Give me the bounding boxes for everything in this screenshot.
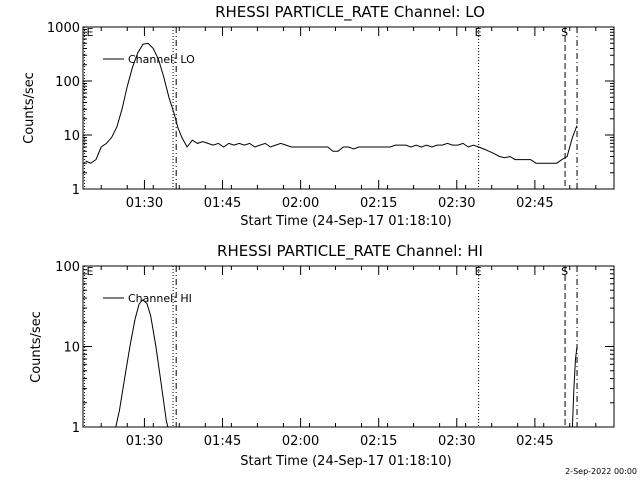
- hi-marker-label: E: [87, 265, 94, 278]
- lo-x-ticks: 01:30 01:45 02:00 02:15 02:30 02:45: [100, 27, 597, 211]
- hi-y-ticks: 1 10 100: [55, 260, 614, 436]
- hi-series-line: [571, 346, 578, 427]
- lo-y-tick-label: 100: [55, 75, 80, 90]
- lo-x-axis-label: Start Time (24-Sep-17 01:18:10): [240, 214, 451, 229]
- hi-marker-label: S: [561, 265, 568, 278]
- hi-y-axis-label: Counts/sec: [29, 311, 44, 383]
- hi-series: [115, 299, 578, 427]
- lo-y-ticks: 1 10 100 1000: [47, 21, 614, 198]
- lo-marker-label: E: [475, 26, 482, 39]
- hi-x-tick-label: 01:45: [204, 434, 241, 449]
- lo-plot-frame: [82, 26, 615, 190]
- hi-y-tick-label: 10: [63, 341, 80, 356]
- hi-x-axis-label: Start Time (24-Sep-17 01:18:10): [240, 454, 451, 469]
- lo-x-tick-label: 02:45: [516, 196, 553, 211]
- hi-legend: Channel: HI: [103, 292, 192, 305]
- lo-marker-label: S: [561, 26, 568, 39]
- hi-x-tick-label: 02:15: [360, 434, 397, 449]
- lo-y-tick-label: 10: [63, 129, 80, 144]
- lo-x-tick-label: 02:15: [360, 196, 397, 211]
- hi-x-ticks: 01:30 01:45 02:00 02:15 02:30 02:45: [100, 266, 597, 449]
- hi-x-tick-label: 02:30: [438, 434, 475, 449]
- hi-legend-label: Channel: HI: [128, 292, 192, 305]
- lo-x-tick-label: 02:30: [438, 196, 475, 211]
- lo-series-line: [85, 42, 578, 164]
- hi-marker-label: E: [475, 265, 482, 278]
- lo-chart-title: RHESSI PARTICLE_RATE Channel: LO: [215, 3, 485, 22]
- footer-date: 2-Sep-2022 00:00: [565, 467, 637, 476]
- hi-channel-chart: RHESSI PARTICLE_RATE Channel: HI Counts/…: [29, 242, 615, 469]
- lo-x-tick-label: 01:30: [126, 196, 163, 211]
- hi-y-tick-label: 100: [55, 260, 80, 275]
- lo-channel-chart: RHESSI PARTICLE_RATE Channel: LO Counts/…: [22, 3, 615, 229]
- hi-x-tick-label: 02:45: [516, 434, 553, 449]
- hi-chart-title: RHESSI PARTICLE_RATE Channel: HI: [217, 242, 483, 261]
- lo-y-tick-label: 1000: [47, 21, 80, 36]
- lo-y-tick-label: 1: [72, 183, 80, 198]
- lo-marker-label: E: [87, 26, 94, 39]
- hi-x-tick-label: 02:00: [282, 434, 319, 449]
- lo-x-tick-label: 01:45: [204, 196, 241, 211]
- lo-legend-label: Channel: LO: [128, 53, 195, 66]
- hi-x-tick-label: 01:30: [126, 434, 163, 449]
- hi-series-line: [115, 299, 169, 427]
- hi-y-tick-label: 1: [72, 421, 80, 436]
- hi-plot-frame: [82, 265, 615, 428]
- lo-y-axis-label: Counts/sec: [22, 72, 37, 144]
- lo-legend: Channel: LO: [103, 53, 195, 66]
- lo-x-tick-label: 02:00: [282, 196, 319, 211]
- lo-series: [85, 42, 578, 164]
